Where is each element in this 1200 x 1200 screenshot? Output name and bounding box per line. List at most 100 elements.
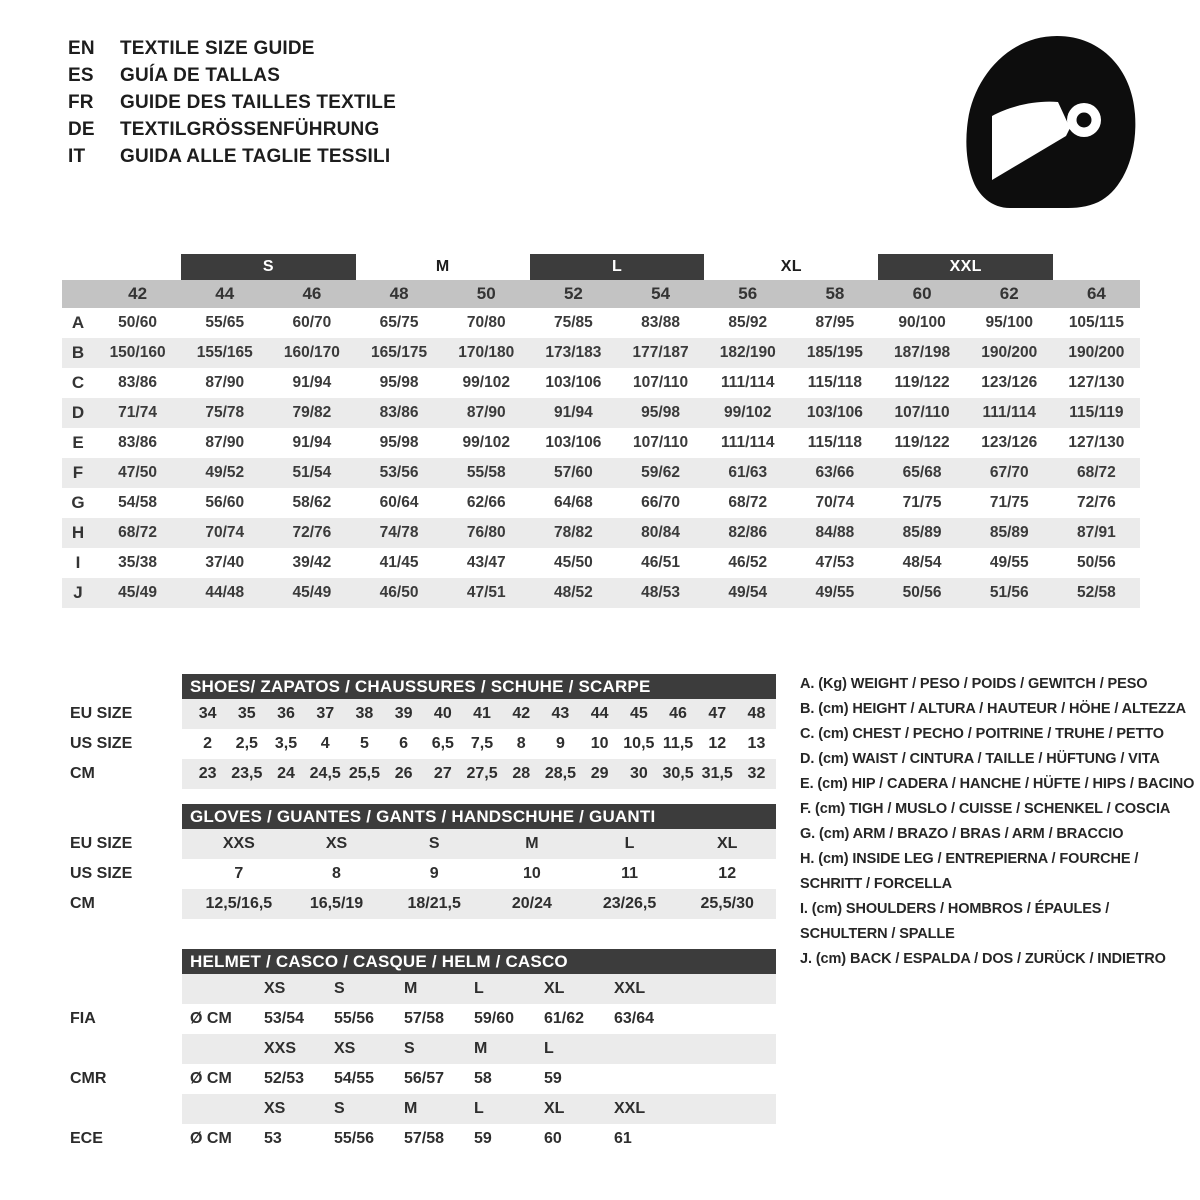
gloves-table-body: EU SIZE XXS XS S M L XL US SIZE 7 8 9 10 11 12 CM 12,5/… [70, 829, 776, 919]
helmet-table-heading: HELMET / CASCO / CASQUE / HELM / CASCO [182, 949, 776, 974]
helmet-value-2-1: 55/56 [334, 1130, 375, 1147]
helmet-value-1-3: 58 [474, 1070, 492, 1087]
helmet-table-body: XS S M L XL XXL FIA Ø CM 53/54 55/56 57/58 59/60 61/… [70, 974, 776, 1154]
helmet-size-label-m: M [404, 980, 418, 997]
helmet-size-label-s: S [334, 1100, 345, 1117]
row-cells: 7 8 9 10 11 12 [182, 859, 776, 889]
cell-g-52: 64/68 [554, 494, 593, 511]
cell-1-6: 6,5 [431, 735, 454, 752]
table-row: A 50/60 55/65 60/70 65/75 70/80 75/85 83/88 85/9… [62, 308, 1140, 338]
row-label-e: E [72, 433, 84, 452]
size-group-empty [94, 254, 181, 280]
helmet-unit-label: Ø CM [190, 1130, 232, 1147]
legend-item: J. (cm) BACK / ESPALDA / DOS / ZURÜCK / … [800, 951, 1166, 967]
row-label-cm: CM [70, 765, 95, 782]
cell-0-0: 34 [198, 705, 217, 722]
cell-1-7: 7,5 [470, 735, 494, 752]
row-label-h: H [62, 518, 94, 548]
helmet-size-label-xxl: XXL [614, 1100, 646, 1117]
unit-spacer [190, 1034, 264, 1064]
cell-1-10: 10 [590, 735, 609, 752]
cell-g-64: 72/76 [1077, 494, 1116, 511]
helmet-size-label-xxl: XXL [614, 980, 646, 997]
size-header-56: 56 [738, 284, 758, 303]
cell-g-58: 70/74 [815, 494, 855, 511]
cell-2-13: 31,5 [701, 765, 733, 782]
cell-2-12: 30,5 [662, 765, 694, 782]
helmet-value-2-3: 59 [474, 1130, 492, 1147]
cell-a-58: 87/95 [815, 314, 855, 331]
helmet-standard-cmr: CMR [70, 1070, 107, 1087]
cell-c-64: 127/130 [1068, 374, 1125, 391]
cell-e-60: 119/122 [894, 434, 950, 451]
cell-2-11: 30 [629, 765, 648, 782]
cell-0-13: 47 [708, 705, 727, 722]
cell-2-14: 32 [747, 765, 766, 782]
table-row: CM 12,5/16,5 16,5/19 18/21,5 20/24 23/26,5 25,… [70, 889, 776, 919]
row-label-cm: CM [70, 895, 95, 912]
title-block: EN TEXTILE SIZE GUIDE ES GUÍA DE TALLAS FR GU… [68, 38, 688, 173]
main-size-table: S M L XL XXL 42 44 46 48 50 52 54 56 58 60 62 64 A 50/60… [62, 254, 1140, 608]
cell-j-48: 46/50 [355, 578, 443, 608]
cell-c-60: 119/122 [894, 374, 950, 391]
table-row: US SIZE 2 2,5 3,5 4 5 6 6,5 7,5 8 9 10 10,5 11,5 12 13 [70, 729, 776, 759]
table-row: G 54/58 56/60 58/62 60/64 62/66 64/68 66/70 68/7… [62, 488, 1140, 518]
row-cells: Ø CM 53/54 55/56 57/58 59/60 61/62 63/64 [182, 1004, 776, 1034]
cell-f-58: 63/66 [791, 458, 879, 488]
table-row: J 45/49 44/48 45/49 46/50 47/51 48/52 48/53 49/5… [62, 578, 1140, 608]
cell-b-54: 177/187 [616, 338, 705, 368]
cell-e-58: 115/118 [807, 434, 863, 451]
cell-e-44: 87/90 [205, 434, 245, 451]
cell-i-56: 46/52 [728, 554, 768, 571]
row-label-us-size: US SIZE [70, 865, 133, 882]
row-label-eu-size: EU SIZE [70, 705, 133, 722]
cell-j-50: 47/51 [442, 578, 530, 608]
language-code: ES [68, 65, 94, 86]
cell-j-60: 50/56 [878, 578, 966, 608]
cell-e-52: 103/106 [545, 434, 602, 451]
cell-2-9: 28,5 [544, 765, 576, 782]
cell-i-62: 49/55 [989, 554, 1029, 571]
title-row-de: DE TEXTILGRÖSSENFÜHRUNG [68, 119, 688, 146]
cell-1-4: 11 [621, 865, 638, 882]
cell-a-46: 60/70 [292, 314, 332, 331]
cell-e-42: 83/86 [118, 434, 157, 451]
table-row: F 47/50 49/52 51/54 53/56 55/58 57/60 59/62 61/6… [62, 458, 1140, 488]
cell-d-50: 87/90 [442, 398, 530, 428]
cell-i-52: 45/50 [554, 554, 593, 571]
cell-b-60: 187/198 [878, 338, 966, 368]
cell-1-3: 4 [320, 735, 330, 752]
title-text: GUÍA DE TALLAS [120, 65, 281, 86]
cell-b-42: 150/160 [94, 338, 182, 368]
cell-a-62: 95/100 [985, 314, 1033, 331]
table-row: C 83/86 87/90 91/94 95/98 99/102 103/106 107/11… [62, 368, 1140, 398]
title-text: GUIDA ALLE TAGLIE TESSILI [120, 146, 391, 167]
cell-0-9: 43 [551, 705, 570, 722]
cell-e-46: 91/94 [292, 434, 332, 451]
cell-b-44: 155/165 [181, 338, 269, 368]
size-group-m: M [435, 258, 450, 275]
cell-d-48: 83/86 [355, 398, 443, 428]
row-cells: XXS XS S M L XL [182, 829, 776, 859]
cell-b-58: 185/195 [791, 338, 879, 368]
cell-c-50: 99/102 [462, 374, 510, 391]
cell-2-3: 24,5 [309, 765, 341, 782]
size-header-50: 50 [476, 284, 496, 303]
legend-item: SCHRITT / FORCELLA [800, 876, 953, 892]
gloves-table-heading: GLOVES / GUANTES / GANTS / HANDSCHUHE / … [182, 804, 776, 829]
title-row-it: IT GUIDA ALLE TAGLIE TESSILI [68, 146, 688, 173]
helmet-value-1-0: 52/53 [264, 1070, 305, 1087]
helmet-value-0-2: 57/58 [404, 1010, 445, 1027]
row-cells: XS S M L XL XXL [182, 1094, 776, 1124]
cell-0-7: 41 [473, 705, 491, 722]
cell-c-54: 107/110 [632, 374, 689, 391]
cell-h-52: 78/82 [529, 518, 617, 548]
cell-h-48: 74/78 [355, 518, 443, 548]
cell-i-42: 35/38 [118, 554, 157, 571]
cell-2-5: 25,5/30 [700, 895, 754, 912]
cell-h-42: 68/72 [94, 518, 182, 548]
cell-e-48: 95/98 [379, 434, 419, 451]
cell-b-50: 170/180 [442, 338, 530, 368]
cell-0-1: 35 [237, 705, 256, 722]
cell-2-6: 27 [433, 765, 452, 782]
